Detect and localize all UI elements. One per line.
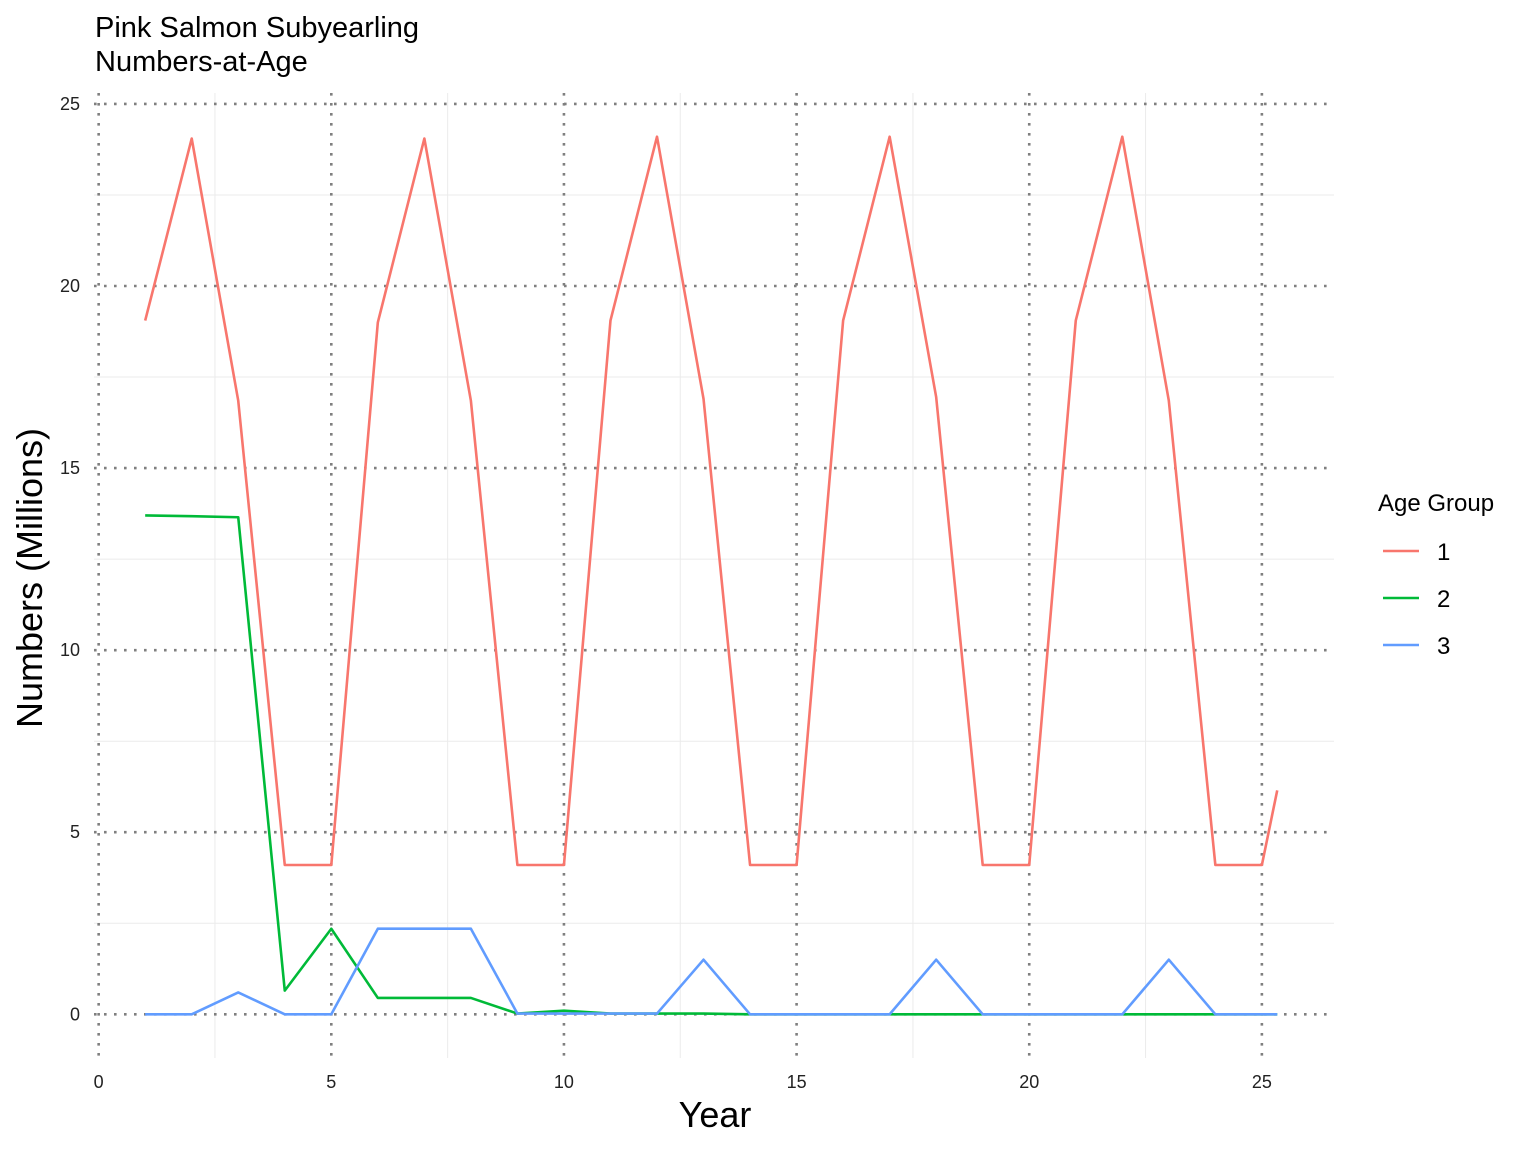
- y-tick-label: 15: [60, 458, 80, 478]
- x-axis-title: Year: [679, 1094, 752, 1135]
- y-tick-label: 25: [60, 94, 80, 114]
- legend-label-2: 2: [1437, 586, 1450, 613]
- x-tick-label: 0: [94, 1072, 104, 1092]
- chart-title-line-2: Numbers-at-Age: [95, 46, 308, 78]
- legend: Age Group 1 2 3: [1378, 490, 1494, 660]
- y-axis-title: Numbers (Millions): [9, 428, 50, 728]
- x-tick-label: 15: [787, 1072, 807, 1092]
- minor-gridlines: [94, 93, 1334, 1058]
- x-tick-label: 10: [554, 1072, 574, 1092]
- x-tick-label: 5: [326, 1072, 336, 1092]
- y-axis-ticks: 0 5 10 15 20 25: [60, 94, 80, 1024]
- legend-label-1: 1: [1437, 539, 1450, 566]
- y-tick-label: 20: [60, 276, 80, 296]
- series-line-2: [145, 514, 1278, 1016]
- y-tick-label: 5: [70, 822, 80, 842]
- x-tick-label: 20: [1019, 1072, 1039, 1092]
- y-tick-label: 0: [70, 1004, 80, 1024]
- legend-label-3: 3: [1437, 633, 1450, 660]
- x-tick-label: 25: [1252, 1072, 1272, 1092]
- legend-title: Age Group: [1378, 490, 1494, 517]
- series-line-1: [143, 135, 1279, 867]
- x-axis-ticks: 0 5 10 15 20 25: [94, 1072, 1272, 1092]
- chart-title-line-1: Pink Salmon Subyearling: [95, 12, 419, 44]
- y-tick-label: 10: [60, 640, 80, 660]
- major-gridlines: [94, 93, 1334, 1058]
- series-lines: [143, 135, 1279, 1016]
- series-line-3: [145, 927, 1278, 1016]
